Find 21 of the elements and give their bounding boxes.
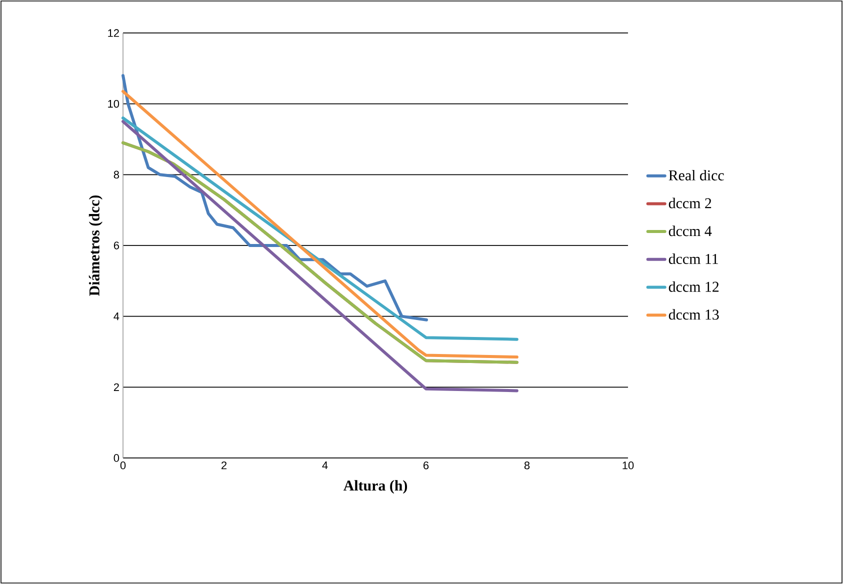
y-tick-label: 2 bbox=[114, 383, 119, 391]
legend-label: dccm 11 bbox=[668, 253, 718, 264]
legend-label: dccm 4 bbox=[668, 226, 712, 236]
x-tick-label: 4 bbox=[322, 462, 328, 470]
legend-label: Real dicc bbox=[668, 170, 724, 180]
x-tick-label: 8 bbox=[524, 462, 530, 470]
x-axis-title: Altura (h) bbox=[343, 480, 408, 494]
y-tick-label: 4 bbox=[114, 312, 120, 320]
y-tick-label: 6 bbox=[114, 242, 120, 250]
legend-label: dccm 12 bbox=[668, 281, 719, 292]
x-tick-label: 10 bbox=[622, 462, 634, 470]
y-tick-label: 8 bbox=[114, 170, 120, 179]
x-tick-label: 0 bbox=[120, 462, 126, 470]
y-axis-title: Diámetros (dcc) bbox=[88, 195, 102, 296]
y-tick-label: 0 bbox=[114, 454, 120, 462]
y-tick-label: 12 bbox=[108, 29, 119, 37]
y-tick-label: 10 bbox=[108, 100, 120, 108]
x-tick-label: 2 bbox=[222, 462, 227, 470]
x-tick-label: 6 bbox=[424, 462, 429, 470]
legend-label: dccm 2 bbox=[668, 198, 712, 208]
legend-label: dccm 13 bbox=[668, 309, 719, 320]
